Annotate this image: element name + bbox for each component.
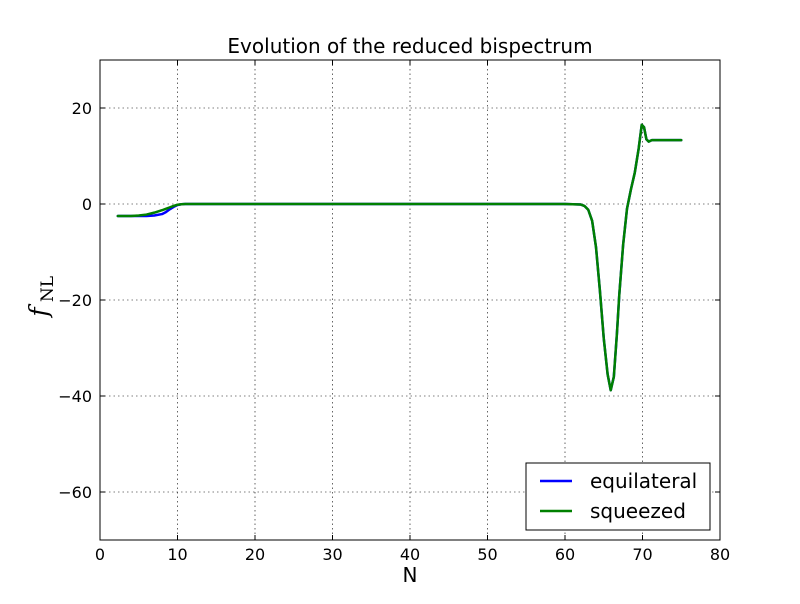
y-axis-label: f NL: [24, 276, 58, 319]
series-line-squeezed: [116, 123, 683, 392]
x-tick-label: 40: [400, 545, 420, 564]
legend-label-equilateral: equilateral: [590, 469, 697, 493]
x-tick-label: 80: [710, 545, 730, 564]
x-tick-label: 70: [632, 545, 652, 564]
y-tick-label: 20: [72, 99, 92, 118]
legend-label-squeezed: squeezed: [590, 499, 686, 523]
x-tick-label: 0: [95, 545, 105, 564]
x-tick-label: 10: [167, 545, 187, 564]
x-axis-label: N: [403, 563, 418, 587]
y-axis-label-main: f: [24, 304, 53, 319]
axis-ticks: 0 10 20 30 40 50 60 70 80 −60 −40 −20 0 20: [58, 60, 730, 564]
legend: equilateral squeezed: [525, 462, 711, 531]
y-tick-label: 0: [82, 195, 92, 214]
y-tick-label: −40: [58, 387, 92, 406]
chart-title: Evolution of the reduced bispectrum: [227, 34, 592, 58]
y-tick-label: −20: [58, 291, 92, 310]
series-lines: [116, 123, 683, 392]
x-tick-label: 60: [555, 545, 575, 564]
x-tick-label: 50: [477, 545, 497, 564]
grid: [100, 60, 720, 540]
legend-box: [525, 462, 711, 531]
x-tick-label: 20: [245, 545, 265, 564]
y-tick-label: −60: [58, 483, 92, 502]
x-tick-label: 30: [322, 545, 342, 564]
y-axis-label-subscript: NL: [38, 276, 58, 302]
